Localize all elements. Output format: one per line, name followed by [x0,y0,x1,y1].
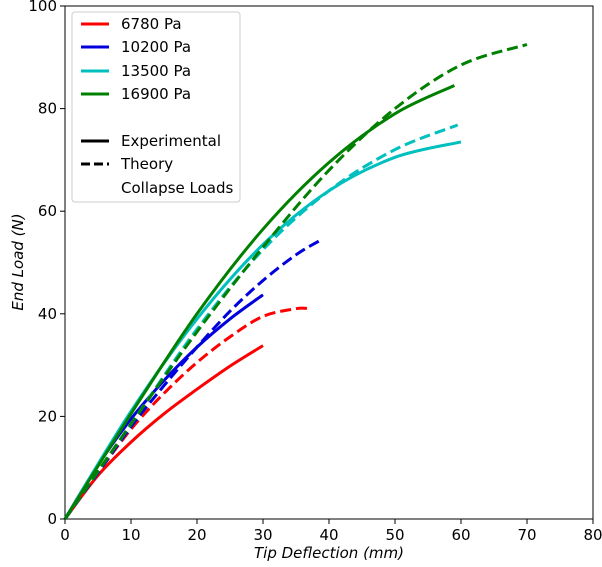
legend-label-collapse-loads: Collapse Loads [121,179,233,197]
y-axis: 0 20 40 60 80 100 [28,0,65,528]
series-line-6780-experimental [63,344,264,520]
legend-label-theory: Theory [120,155,173,173]
x-tick-label: 20 [187,526,206,544]
x-axis: 0 10 20 30 40 50 60 70 80 [60,519,602,544]
x-tick-label: 30 [253,526,272,544]
legend-label-experimental: Experimental [121,132,221,150]
legend-label-13500: 13500 Pa [121,62,191,80]
legend-label-10200: 10200 Pa [121,38,191,56]
y-axis-label: End Load (N) [9,213,27,310]
y-tick-label: 40 [38,305,57,323]
x-axis-label: Tip Deflection (mm) [254,544,404,562]
x-tick-label: 50 [385,526,404,544]
x-tick-label: 0 [60,526,70,544]
legend-label-6780: 6780 Pa [121,15,182,33]
legend-frame [71,11,241,203]
legend: 6780 Pa 10200 Pa 13500 Pa 16900 Pa Exper… [71,11,241,203]
y-tick-label: 0 [47,510,57,528]
y-tick-label: 80 [38,100,57,118]
x-tick-label: 60 [451,526,470,544]
x-tick-label: 10 [121,526,140,544]
x-tick-label: 80 [583,526,602,544]
series-line-16900-theory [63,43,528,520]
series-layer [63,43,528,520]
legend-label-16900: 16900 Pa [121,85,191,103]
series-line-16900-experimental [63,84,456,520]
y-tick-label: 60 [38,202,57,220]
x-tick-label: 40 [319,526,338,544]
y-tick-label: 100 [28,0,57,15]
x-tick-label: 70 [517,526,536,544]
y-tick-label: 20 [38,407,57,425]
